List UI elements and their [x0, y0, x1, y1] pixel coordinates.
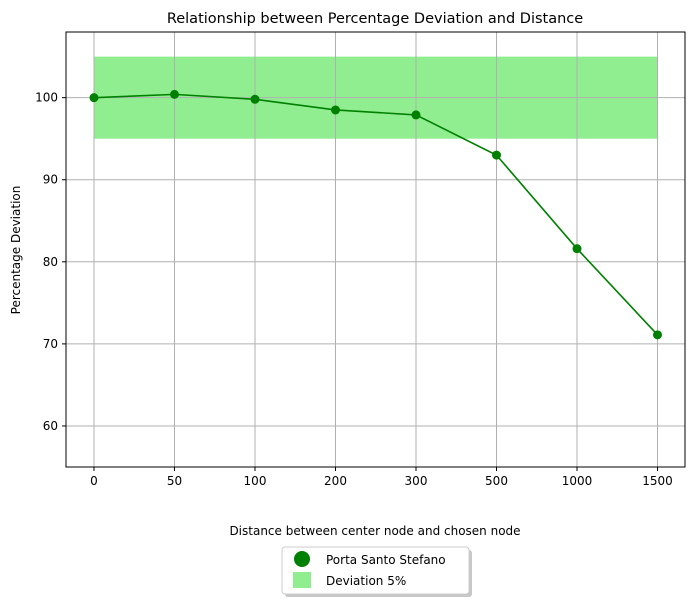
y-tick-label: 100: [35, 91, 58, 105]
x-tick-label: 500: [485, 474, 508, 488]
chart-title: Relationship between Percentage Deviatio…: [167, 11, 583, 27]
x-tick-label: 300: [405, 474, 428, 488]
legend-box: [281, 546, 470, 595]
series-line: [93, 93, 659, 336]
data-point: [170, 89, 179, 99]
y-tick-label: 90: [43, 173, 58, 187]
legend-series-marker: [294, 551, 310, 567]
data-point: [250, 94, 260, 104]
x-tick-label: 0: [90, 474, 98, 488]
x-tick-label: 1000: [562, 474, 593, 488]
x-tick-label: 50: [167, 474, 182, 488]
data-point: [653, 330, 662, 340]
grid-layer: [66, 32, 685, 467]
data-point: [572, 244, 582, 254]
data-point: [492, 150, 501, 160]
y-axis-title: Percentage Deviation: [9, 186, 23, 315]
y-tick-label: 80: [43, 255, 58, 269]
legend: Porta Santo Stefano Deviation 5%: [281, 546, 472, 597]
data-point: [89, 93, 99, 103]
x-tick-label: 200: [324, 474, 347, 488]
y-tick-label: 70: [43, 337, 58, 351]
series-layer: [89, 89, 662, 340]
x-axis-title: Distance between center node and chosen …: [229, 524, 520, 538]
y-tick-label: 60: [43, 419, 58, 433]
legend-series-label: Porta Santo Stefano: [326, 553, 446, 567]
x-tick-label: 100: [244, 474, 267, 488]
data-point: [331, 105, 340, 115]
ticks-layer: 0 50 100 200 300 500 1000 1500 60 70 80 90 100: [35, 91, 673, 488]
legend-band-label: Deviation 5%: [326, 574, 406, 588]
legend-band-swatch: [293, 572, 311, 588]
x-tick-label: 1500: [642, 474, 673, 488]
data-point: [411, 110, 421, 120]
plot-frame: [65, 31, 686, 468]
